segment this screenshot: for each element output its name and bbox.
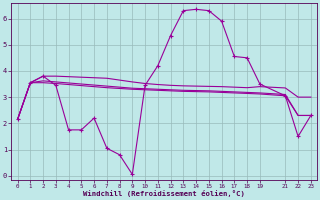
X-axis label: Windchill (Refroidissement éolien,°C): Windchill (Refroidissement éolien,°C) — [83, 190, 245, 197]
